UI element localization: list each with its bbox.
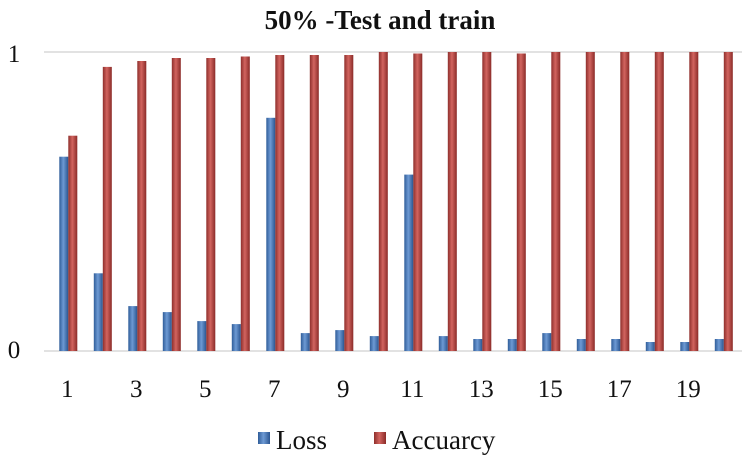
bar-accuarcy-16 [585, 52, 595, 351]
bar-loss-18 [645, 342, 655, 351]
bar-accuarcy-5 [206, 58, 216, 351]
bar-accuarcy-3 [137, 61, 147, 351]
bar-loss-15 [542, 333, 552, 351]
bar-loss-10 [369, 336, 379, 351]
bar-loss-11 [404, 174, 414, 351]
bar-loss-6 [231, 324, 241, 351]
bar-loss-19 [680, 342, 690, 351]
bar-loss-14 [507, 339, 517, 351]
x-tick-label: 13 [469, 376, 494, 403]
x-tick-label: 5 [199, 376, 212, 403]
bar-loss-16 [576, 339, 586, 351]
bar-accuarcy-12 [447, 52, 457, 351]
x-tick-label: 3 [130, 376, 143, 403]
bar-accuarcy-15 [551, 52, 561, 351]
legend-swatch-loss [258, 432, 270, 444]
plot-area [44, 51, 742, 352]
bar-accuarcy-8 [309, 55, 319, 351]
bar-loss-17 [611, 339, 621, 351]
bar-loss-3 [128, 306, 138, 351]
bar-accuarcy-20 [723, 52, 733, 351]
bar-accuarcy-19 [689, 52, 699, 351]
bar-accuarcy-10 [378, 52, 388, 351]
bar-accuarcy-11 [413, 53, 423, 351]
bar-loss-9 [335, 330, 345, 351]
x-tick-label: 9 [337, 376, 350, 403]
bar-accuarcy-14 [516, 53, 526, 351]
bar-accuarcy-13 [482, 52, 492, 351]
legend-label-loss: Loss [276, 425, 327, 455]
bar-loss-5 [197, 321, 207, 351]
x-tick-label: 15 [538, 376, 563, 403]
bar-accuarcy-17 [620, 52, 630, 351]
bar-accuarcy-7 [275, 55, 285, 351]
legend: Loss Accuarcy [258, 425, 496, 455]
y-tick-label: 0 [8, 337, 21, 364]
bar-loss-2 [93, 273, 103, 351]
chart-title: 50% -Test and train [265, 5, 496, 35]
bar-loss-8 [300, 333, 310, 351]
bar-accuarcy-2 [102, 66, 112, 352]
legend-swatch-accuarcy [374, 432, 386, 444]
x-tick-label: 7 [268, 376, 281, 403]
bar-loss-12 [438, 336, 448, 351]
bar-accuarcy-9 [344, 55, 354, 351]
legend-label-accuarcy: Accuarcy [392, 425, 496, 455]
bar-loss-7 [266, 117, 276, 351]
bar-accuarcy-6 [240, 56, 250, 351]
bar-loss-20 [714, 339, 724, 351]
bar-accuarcy-1 [68, 135, 78, 351]
bars-group [59, 52, 733, 352]
y-tick-label: 1 [8, 41, 21, 68]
bar-loss-13 [473, 339, 483, 351]
x-tick-label: 11 [400, 376, 424, 403]
x-tick-label: 17 [607, 376, 632, 403]
bar-loss-4 [162, 312, 172, 351]
bar-accuarcy-4 [171, 58, 181, 351]
bar-loss-1 [59, 156, 69, 351]
x-tick-label: 19 [676, 376, 701, 403]
x-tick-label: 1 [61, 376, 74, 403]
bar-accuarcy-18 [654, 52, 664, 351]
x-tick-labels: 1 3 5 7 9 11 13 15 17 19 [61, 376, 701, 403]
